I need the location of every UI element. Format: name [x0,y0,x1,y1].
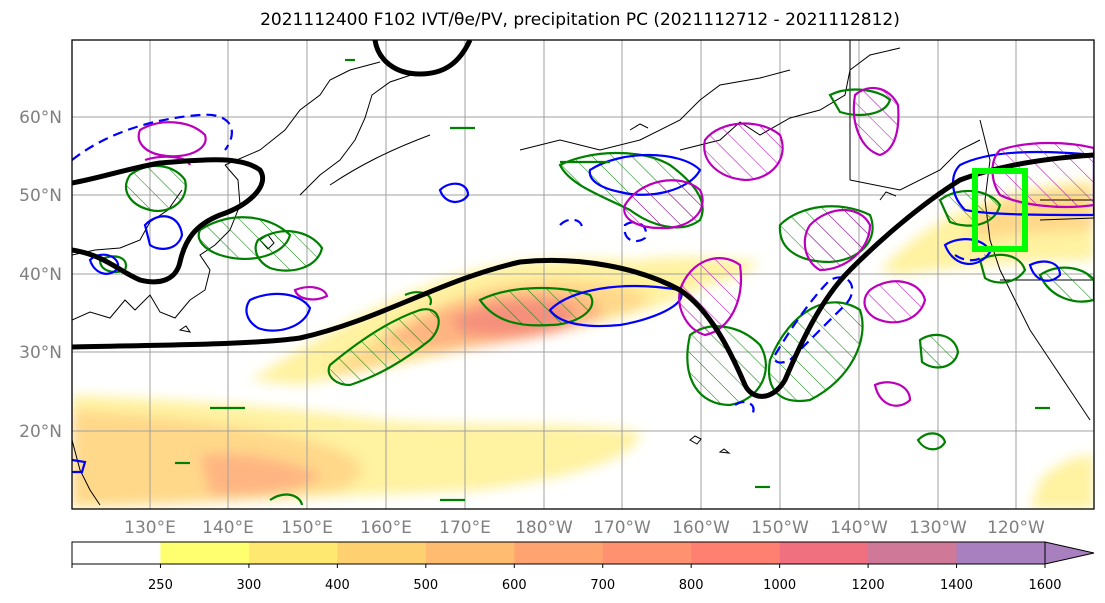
colorbar-tick-label: 250 [148,578,173,593]
colorbar-tick-label: 400 [325,578,350,593]
lon-label: 160°E [360,518,412,538]
lon-label: 140°E [202,518,254,538]
map-title: 2021112400 F102 IVT/θe/PV, precipitation… [260,10,900,30]
colorbar-tick-label: 1200 [852,578,885,593]
latitude-labels: 60°N 50°N 40°N 30°N 20°N [19,108,62,442]
lon-label: 160°W [672,518,730,538]
lon-label: 130°E [124,518,176,538]
colorbar-segment [779,542,869,564]
lon-label: 150°E [281,518,333,538]
lon-label: 120°W [987,518,1045,538]
lon-label: 170°W [593,518,651,538]
colorbar-segment [337,542,427,564]
lat-label: 50°N [19,186,62,206]
lon-label: 180°W [515,518,573,538]
colorbar-segment [248,542,338,564]
target-region-box [972,168,1028,252]
colorbar-segment [956,542,1046,564]
colorbar-ticks: 250 300 400 500 600 700 800 1000 1200 1400 1600 [71,564,1062,593]
colorbar-tick-label: 800 [679,578,704,593]
colorbar-segment [72,542,161,564]
colorbar-outline [71,541,1046,565]
colorbar-extend-arrow [1044,541,1095,565]
colorbar-tick-label: 300 [236,578,261,593]
lat-label: 40°N [19,265,62,285]
colorbar-tick-label: 500 [413,578,438,593]
colorbar-tick-label: 700 [590,578,615,593]
colorbar-segment [514,542,604,564]
lon-label: 150°W [751,518,809,538]
colorbar-segment [868,542,958,564]
colorbar-segments [72,542,1046,564]
colorbar-tick-label: 600 [502,578,527,593]
theta-e-contours [72,40,1094,399]
colorbar-segment [425,542,515,564]
lat-label: 60°N [19,108,62,128]
longitude-labels: 130°E 140°E 150°E 160°E 170°E 180°W 170°… [124,518,1045,538]
colorbar-tick-label: 1600 [1028,578,1061,593]
colorbar-tick-label: 1000 [763,578,796,593]
colorbar: 250 300 400 500 600 700 800 1000 1200 1400 1600 [71,541,1095,593]
colorbar-segment [602,542,692,564]
colorbar-tick-label: 1400 [940,578,973,593]
colorbar-segment [160,542,250,564]
lon-label: 140°W [830,518,888,538]
colorbar-segment [691,542,781,564]
green-fragments [175,58,1050,502]
magenta-hatched-contours [137,86,1094,407]
map-border [71,39,1095,510]
lat-label: 30°N [19,343,62,363]
lon-label: 130°W [909,518,967,538]
lon-label: 170°E [439,518,491,538]
lat-label: 20°N [19,422,62,442]
